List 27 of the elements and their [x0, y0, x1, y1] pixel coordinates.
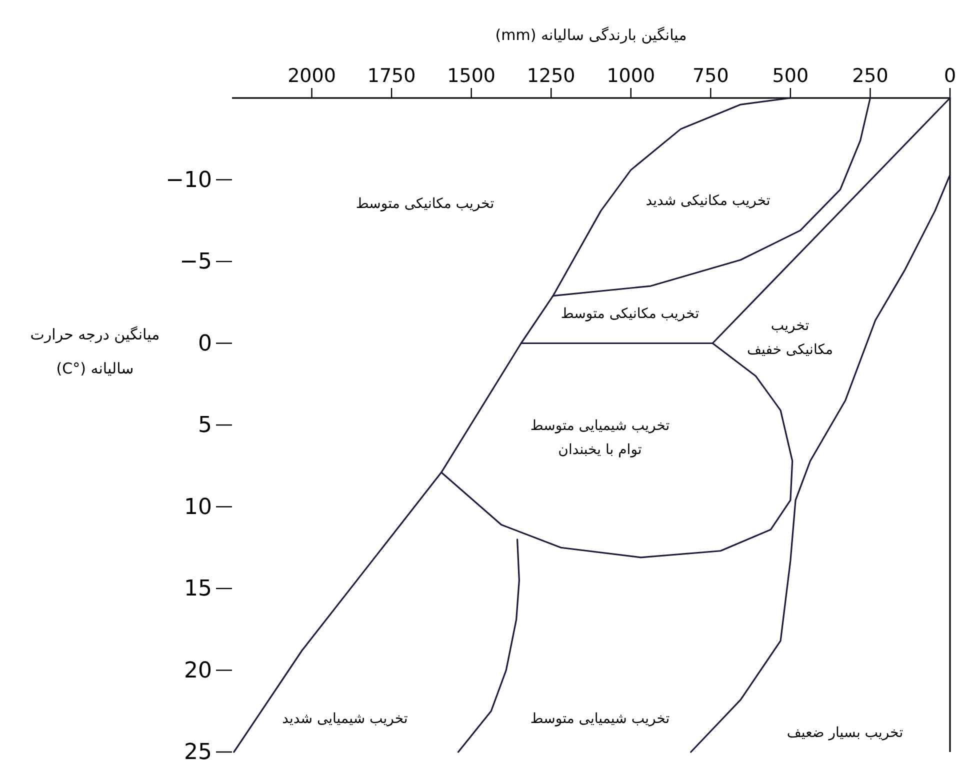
- x-tick-label: 0: [944, 65, 956, 87]
- x-tick-label: 750: [692, 65, 729, 87]
- x-tick-label: 500: [772, 65, 809, 87]
- x-tick-label: 250: [852, 65, 888, 87]
- y-tick-label: −10: [166, 168, 212, 193]
- annotation: تخریب شیمیایی شدید: [282, 711, 408, 727]
- annotation: تخریب شیمیایی متوسط توام با یخبندان: [530, 418, 670, 458]
- y-tick-label: 5: [198, 413, 212, 438]
- x-tick-label: 2000: [288, 65, 336, 87]
- annotation: تخریب شیمیایی متوسط: [530, 711, 670, 727]
- annotation: تخریب مکانیکی شدید: [646, 193, 770, 209]
- annotation: تخریب مکانیکی متوسط: [356, 196, 494, 212]
- annotation: تخریب بسیار ضعیف: [786, 725, 904, 741]
- x-tick-label: 1250: [526, 65, 576, 87]
- y-tick-label: 0: [198, 331, 212, 356]
- x-tick-label: 1000: [606, 65, 656, 87]
- y-tick-label: 10: [184, 494, 212, 520]
- y-tick-label: 20: [184, 658, 212, 684]
- annotation: تخریب مکانیکی خفیف: [747, 318, 833, 358]
- x-tick-label: 1750: [367, 65, 416, 87]
- y-axis-title: میانگین درجه حرارت سالیانه (°C): [30, 325, 160, 378]
- x-axis-title: میانگین بارندگی سالیانه (mm): [495, 26, 687, 44]
- y-tick-label: −5: [180, 250, 212, 274]
- y-tick-label: 15: [184, 576, 212, 602]
- annotation: تخریب مکانیکی متوسط: [560, 306, 700, 322]
- x-tick-label: 1500: [447, 65, 496, 87]
- y-tick-label: 25: [184, 740, 212, 760]
